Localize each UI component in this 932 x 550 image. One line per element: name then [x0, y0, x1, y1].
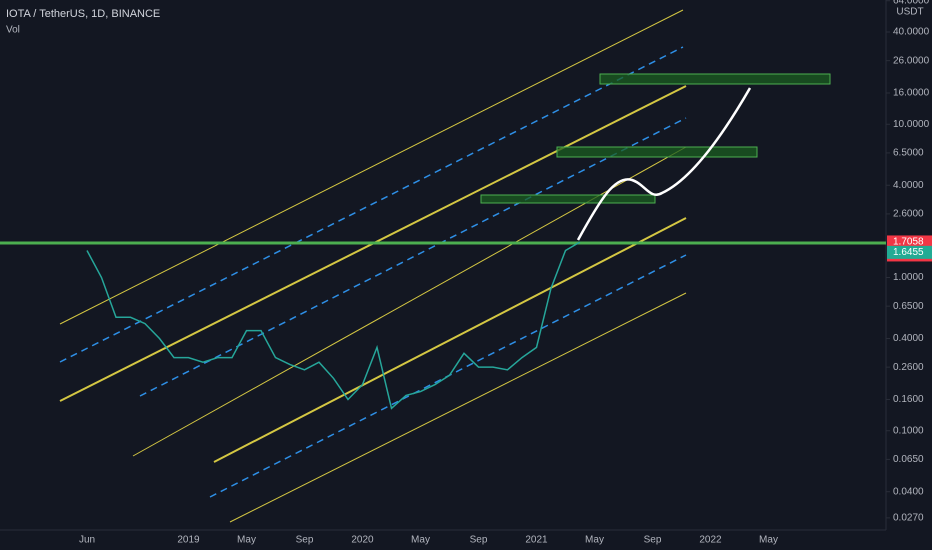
x-tick-label: 2019 — [177, 535, 200, 546]
axis-unit: USDT — [896, 7, 923, 18]
x-tick-label: May — [237, 535, 256, 546]
x-tick-label: 2020 — [351, 535, 374, 546]
price-tag — [887, 245, 932, 259]
channel-line — [59, 46, 684, 363]
y-tick-label: 26.0000 — [893, 55, 930, 66]
x-tick-label: 2021 — [525, 535, 548, 546]
channel-line — [139, 117, 687, 397]
channel-line — [229, 292, 687, 523]
y-tick-label: 0.2600 — [893, 362, 924, 373]
x-tick-label: Sep — [470, 535, 488, 546]
target-zone — [556, 146, 758, 158]
y-tick-label: 16.0000 — [893, 88, 930, 99]
y-tick-label: 0.1000 — [893, 425, 924, 436]
x-tick-label: May — [585, 535, 604, 546]
y-tick-label: 40.0000 — [893, 27, 930, 38]
y-tick-label: 4.0000 — [893, 180, 924, 191]
x-tick-label: May — [759, 535, 778, 546]
target-zone — [480, 194, 656, 204]
x-tick-label: Jun — [79, 535, 95, 546]
zones — [480, 73, 831, 204]
y-tick-label: 0.0270 — [893, 513, 924, 524]
y-tick-label: 2.6000 — [893, 209, 924, 220]
channel-line — [59, 9, 684, 325]
price-line — [86, 241, 581, 410]
y-tick-label: 10.0000 — [893, 119, 930, 130]
y-tick-label: 0.6500 — [893, 301, 924, 312]
y-tick-label: 0.0400 — [893, 486, 924, 497]
target-zone — [599, 73, 831, 85]
x-tick-label: May — [411, 535, 430, 546]
y-tick-label: 6.5000 — [893, 148, 924, 159]
projection-curve — [576, 87, 752, 241]
y-tick-label: 0.4000 — [893, 333, 924, 344]
x-tick-label: Sep — [644, 535, 662, 546]
x-tick-label: 2022 — [699, 535, 722, 546]
indicator-label: Vol — [6, 25, 20, 36]
symbol-title: IOTA / TetherUS, 1D, BINANCE — [6, 8, 160, 20]
x-tick-label: Sep — [296, 535, 314, 546]
price-tag-label: 1.6455 — [893, 247, 924, 258]
y-tick-label: 1.0000 — [893, 272, 924, 283]
channel-line — [213, 217, 687, 463]
y-tick-label: 0.0650 — [893, 454, 924, 465]
y-tick-label: 0.1600 — [893, 394, 924, 405]
price-tag-label: 1.7058 — [893, 237, 924, 248]
y-tick-label: 64.0000 — [893, 0, 930, 6]
